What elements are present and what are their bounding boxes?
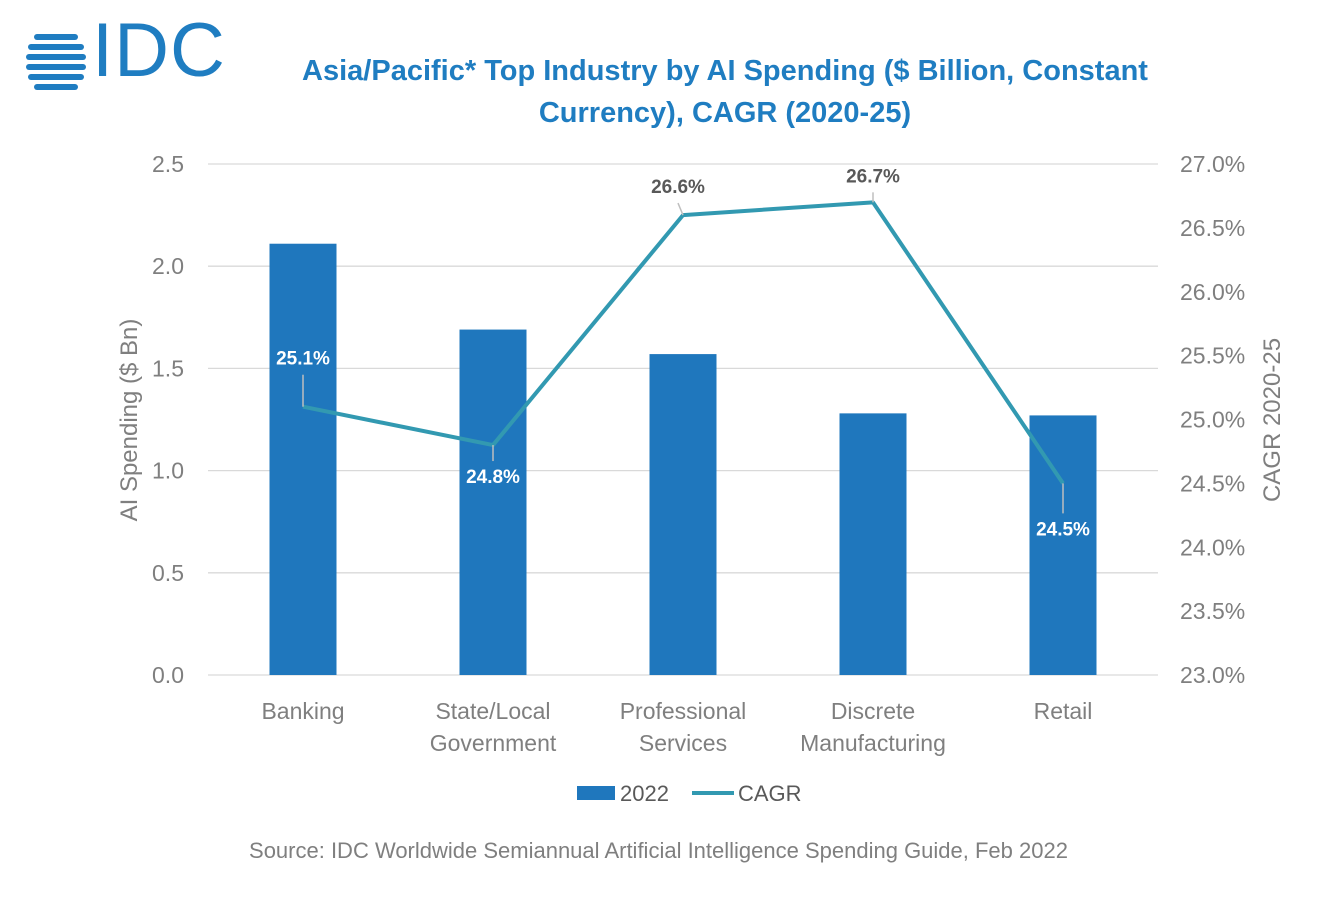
y-tick-label: 2.5 xyxy=(152,151,184,177)
y-axis-label: AI Spending ($ Bn) xyxy=(116,319,143,522)
logo-globe-icon xyxy=(26,34,86,90)
legend-swatch-2022 xyxy=(577,786,615,800)
chart-title: Asia/Pacific* Top Industry by AI Spendin… xyxy=(302,55,1148,129)
y2-tick-label: 25.5% xyxy=(1180,343,1245,369)
right-axis-ticks: 23.0% 23.5% 24.0% 24.5% 25.0% 25.5% 26.0% 26.5%… xyxy=(1180,151,1245,688)
y-tick-label: 1.0 xyxy=(152,458,184,484)
bar xyxy=(1029,415,1097,675)
category-labels: Banking State/Local Government Professional… xyxy=(261,698,1092,756)
y-tick-label: 0.0 xyxy=(152,662,184,688)
cagr-data-label: 24.5% xyxy=(1036,519,1090,540)
source-note: Source: IDC Worldwide Semiannual Artific… xyxy=(249,838,1068,863)
y2-tick-label: 27.0% xyxy=(1180,151,1245,177)
left-axis-ticks: 0.0 0.5 1.0 1.5 2.0 2.5 xyxy=(152,151,184,688)
bar xyxy=(839,413,907,675)
legend-label-2022: 2022 xyxy=(620,781,669,806)
leader-line xyxy=(677,202,684,216)
bar xyxy=(649,354,717,675)
cagr-data-label: 26.6% xyxy=(651,177,705,198)
bar xyxy=(459,329,527,675)
y2-tick-label: 26.0% xyxy=(1180,279,1245,305)
x-tick-label: Retail xyxy=(1034,698,1093,724)
y2-tick-label: 23.5% xyxy=(1180,598,1245,624)
cagr-data-label: 25.1% xyxy=(276,349,330,370)
y2-tick-label: 23.0% xyxy=(1180,662,1245,688)
y-tick-label: 0.5 xyxy=(152,560,184,586)
cagr-data-label: 26.7% xyxy=(846,166,900,187)
y-tick-label: 2.0 xyxy=(152,253,184,279)
x-tick-label: Discrete Manufacturing xyxy=(800,698,946,756)
y2-tick-label: 26.5% xyxy=(1180,215,1245,241)
x-tick-label: Professional Services xyxy=(620,698,747,756)
bar xyxy=(269,243,337,675)
idc-logo xyxy=(26,34,86,90)
y2-axis-label: CAGR 2020-25 xyxy=(1259,338,1286,502)
legend: 2022 CAGR xyxy=(577,781,802,806)
cagr-data-label: 24.8% xyxy=(466,467,520,488)
bar-series xyxy=(269,243,1097,675)
logo-text: IDC xyxy=(92,8,226,93)
x-tick-label: Banking xyxy=(261,698,344,724)
y2-tick-label: 25.0% xyxy=(1180,407,1245,433)
y2-tick-label: 24.5% xyxy=(1180,470,1245,496)
legend-label-cagr: CAGR xyxy=(738,781,802,806)
y-tick-label: 1.5 xyxy=(152,355,184,381)
x-tick-label: State/Local Government xyxy=(430,698,557,756)
y2-tick-label: 24.0% xyxy=(1180,534,1245,560)
cagr-data-labels: 25.1% 24.8% 26.6% 26.7% 24.5% xyxy=(276,166,1090,540)
